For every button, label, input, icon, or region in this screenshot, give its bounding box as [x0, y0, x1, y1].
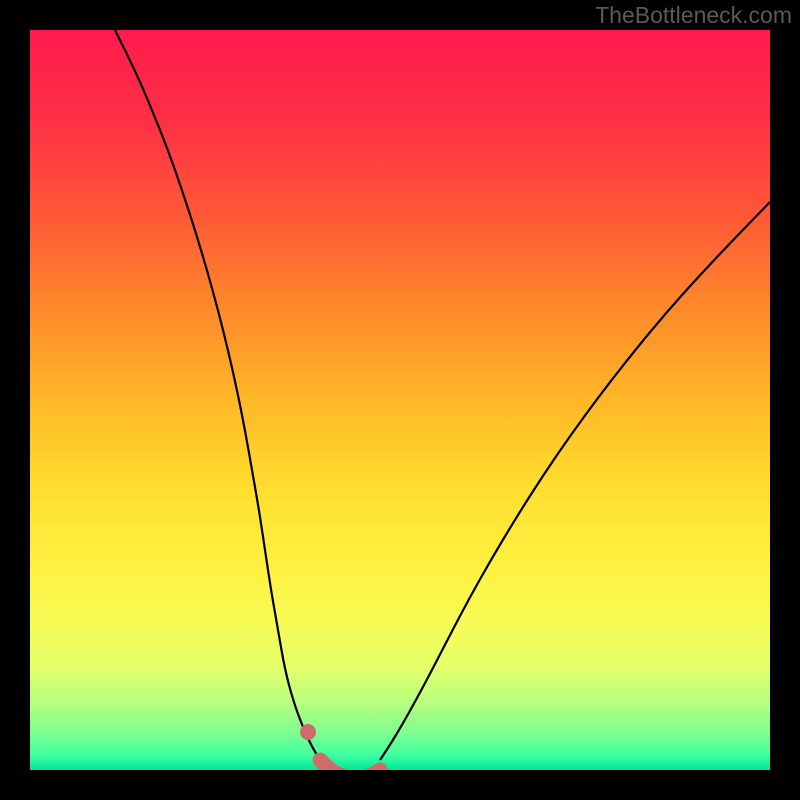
- plot-gradient-background: [30, 30, 770, 770]
- bottleneck-chart: [0, 0, 800, 800]
- watermark-text: TheBottleneck.com: [595, 2, 792, 29]
- chart-container: TheBottleneck.com: [0, 0, 800, 800]
- accent-dot: [300, 724, 316, 740]
